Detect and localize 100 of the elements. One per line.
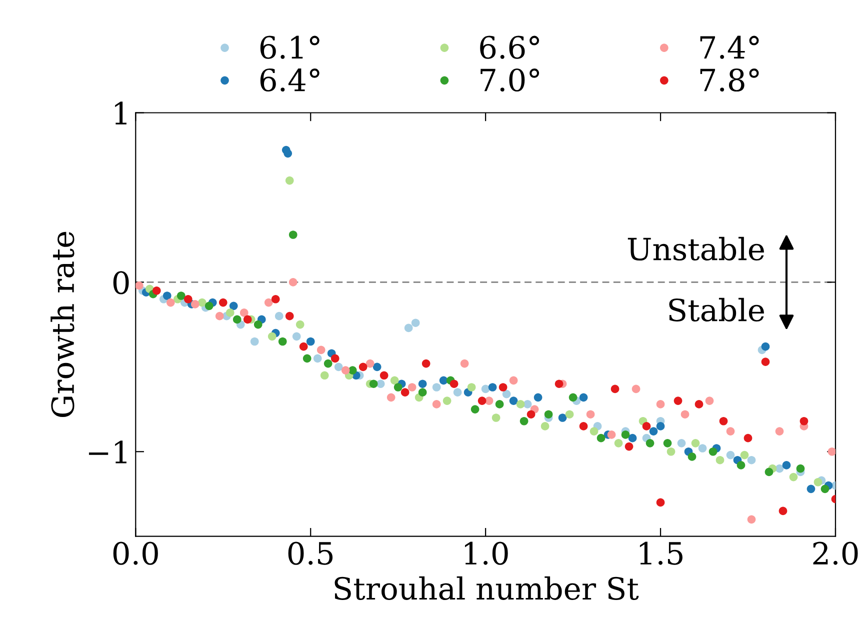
point	[460, 359, 469, 368]
point	[761, 358, 770, 366]
point	[372, 362, 382, 372]
x-tick-label: 1.0	[465, 542, 508, 565]
point	[775, 427, 784, 436]
point	[411, 318, 420, 328]
point	[747, 515, 756, 524]
point	[229, 302, 238, 310]
point	[708, 447, 718, 456]
point	[288, 230, 298, 239]
point	[516, 400, 525, 408]
point	[814, 478, 822, 486]
point	[274, 312, 284, 320]
point	[136, 281, 144, 290]
point	[526, 410, 536, 419]
point	[694, 400, 704, 408]
y-axis-title: Growth rate	[50, 232, 74, 418]
point	[579, 422, 588, 430]
point	[498, 383, 508, 392]
point	[492, 414, 500, 422]
point	[649, 427, 658, 436]
point	[719, 416, 728, 426]
point	[782, 461, 791, 470]
point	[152, 286, 161, 295]
point	[386, 393, 396, 402]
point	[624, 442, 634, 451]
point	[190, 300, 200, 308]
point	[540, 422, 550, 430]
legend-label: 6.1°	[260, 36, 320, 59]
point	[470, 405, 480, 414]
point	[268, 332, 276, 341]
legend-label: 7.4°	[700, 36, 759, 59]
point	[432, 400, 441, 408]
point	[796, 464, 805, 473]
point	[376, 380, 385, 388]
point	[296, 320, 304, 329]
point	[607, 430, 616, 439]
annotation: Unstable	[628, 236, 764, 261]
point	[509, 376, 518, 385]
x-axis-title: Strouhal number St	[334, 576, 639, 600]
point	[621, 430, 630, 439]
point	[632, 384, 640, 394]
point	[418, 388, 427, 396]
annotation: Stable	[669, 298, 764, 322]
point	[705, 396, 714, 405]
point	[740, 450, 749, 460]
point	[656, 400, 665, 408]
point	[726, 427, 735, 436]
point	[642, 422, 651, 430]
point	[439, 376, 448, 385]
point	[698, 444, 707, 452]
point	[596, 434, 606, 442]
point	[226, 308, 234, 317]
x-tick-label: 2.0	[813, 542, 858, 565]
point	[467, 383, 476, 392]
point	[778, 506, 788, 516]
point	[716, 456, 724, 464]
legend-label: 6.6°	[480, 36, 540, 59]
point	[243, 315, 252, 324]
x-tick-label: 0.0	[113, 542, 158, 565]
point	[380, 371, 388, 380]
point	[215, 312, 224, 320]
point	[502, 390, 511, 398]
point	[285, 176, 294, 185]
point	[646, 438, 654, 448]
point	[677, 438, 686, 448]
legend-label: 6.4°	[260, 68, 320, 92]
point	[271, 294, 280, 304]
point	[586, 410, 595, 419]
point	[442, 396, 452, 405]
point	[348, 366, 357, 374]
point	[520, 416, 528, 426]
point	[680, 410, 690, 419]
point	[590, 427, 598, 436]
point	[656, 498, 665, 507]
point	[610, 384, 620, 394]
point	[204, 302, 214, 310]
point	[744, 434, 752, 442]
point	[828, 447, 836, 456]
point	[495, 400, 504, 408]
point	[284, 149, 292, 158]
point	[278, 337, 287, 346]
point	[316, 346, 326, 354]
point	[404, 324, 413, 332]
point	[330, 354, 340, 363]
point	[288, 278, 298, 286]
point	[666, 447, 676, 456]
point	[400, 388, 410, 396]
point	[747, 456, 756, 464]
point	[663, 438, 672, 448]
point	[453, 388, 462, 396]
point	[523, 400, 532, 408]
point	[628, 434, 637, 442]
point	[394, 383, 402, 392]
point	[509, 396, 518, 405]
point	[369, 380, 378, 388]
point	[544, 410, 553, 419]
point	[198, 298, 206, 307]
y-tick-label: 0	[113, 271, 129, 294]
point	[484, 396, 494, 405]
